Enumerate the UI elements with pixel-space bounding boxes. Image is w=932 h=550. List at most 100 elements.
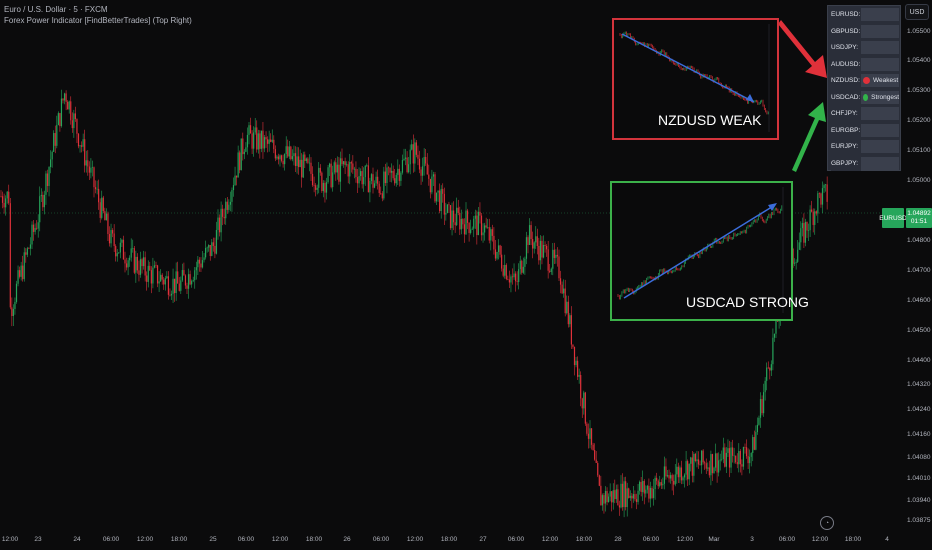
candle-body: [727, 448, 729, 453]
candle-body: [665, 466, 667, 477]
candle-body: [291, 156, 293, 160]
candle-body: [763, 392, 765, 414]
candle-body: [170, 293, 173, 296]
candle-body: [355, 168, 357, 178]
bar-countdown: 01:51: [910, 218, 928, 225]
candle-body: [470, 229, 472, 233]
status-cell: [861, 24, 899, 38]
candle-body: [310, 162, 312, 174]
candle-body: [533, 242, 535, 249]
candle-body: [282, 160, 284, 165]
candle-body: [426, 163, 428, 175]
table-row: GBPUSD:: [830, 23, 900, 39]
candle-body: [488, 227, 490, 241]
candle-body: [442, 188, 444, 194]
candle-body: [215, 229, 218, 254]
pair-label: USDJPY:: [831, 40, 861, 55]
candle-body: [513, 273, 515, 278]
candle-body: [422, 166, 424, 176]
candle-body: [0, 196, 2, 197]
time-tick-label: 27: [479, 536, 487, 543]
candle-body: [239, 152, 241, 171]
candle-body: [559, 278, 562, 285]
candle-body: [324, 182, 326, 193]
candle-body: [418, 158, 421, 170]
candle-body: [56, 124, 58, 146]
candle-body: [758, 417, 760, 425]
candle-body: [456, 207, 458, 226]
candle-body: [660, 482, 662, 486]
candle-body: [744, 447, 746, 448]
candle-body: [649, 487, 652, 499]
time-tick-label: 06:00: [778, 536, 796, 543]
candle-body: [167, 276, 169, 295]
candle-body: [12, 308, 14, 317]
candle-body: [477, 211, 479, 236]
candle-body: [305, 158, 307, 161]
candle-body: [102, 197, 104, 212]
status-text: Weakest: [873, 77, 899, 84]
candle-body: [823, 185, 825, 189]
candle-body: [496, 251, 498, 259]
candle-body: [683, 474, 686, 478]
candle-body: [395, 174, 397, 184]
candle-body: [311, 173, 314, 186]
candle-body: [329, 163, 331, 168]
candle-body: [45, 173, 47, 195]
candle-body: [479, 211, 481, 216]
candle-body: [372, 174, 374, 188]
candle-body: [209, 244, 211, 256]
candle-body: [166, 276, 168, 279]
candle-body: [764, 380, 766, 393]
candle-body: [26, 248, 28, 255]
candle-body: [701, 450, 703, 466]
candle-body: [332, 172, 334, 188]
candle-body: [161, 274, 163, 280]
candle-body: [156, 265, 159, 284]
candle-body: [237, 152, 239, 178]
table-row: EURUSD:: [830, 7, 900, 22]
candle-body: [449, 205, 452, 229]
candle-body: [321, 172, 323, 192]
candle-body: [691, 457, 693, 476]
candle-body: [561, 284, 563, 294]
candle-body: [141, 259, 143, 267]
symbol-tag: EURUSD: [879, 208, 907, 228]
candle-body: [153, 265, 156, 268]
candle-body: [384, 171, 386, 183]
candle-body: [366, 165, 368, 167]
candle-body: [129, 257, 131, 261]
candle-body: [70, 101, 72, 121]
price-tick-label: 1.04010: [907, 475, 931, 482]
time-tick-label: 06:00: [102, 536, 120, 543]
candle-body: [792, 248, 794, 264]
candle-body: [707, 467, 709, 469]
pair-label: NZDUSD:: [831, 73, 861, 88]
candle-body: [169, 294, 171, 296]
tradingview-logo-icon[interactable]: ◔: [820, 516, 834, 530]
candle-body: [446, 204, 448, 213]
candle-body: [570, 315, 572, 345]
candle-body: [40, 194, 42, 197]
currency-button[interactable]: USD: [905, 4, 929, 20]
candle-body: [341, 158, 343, 165]
candle-body: [197, 259, 199, 268]
candle-body: [308, 162, 311, 164]
candle-body: [220, 208, 222, 233]
candle-body: [439, 190, 441, 212]
table-row: USDCAD: Strongest: [830, 89, 900, 105]
candle-body: [307, 158, 309, 163]
time-tick-label: 18:00: [440, 536, 458, 543]
table-row: AUDUSD:: [830, 56, 900, 72]
candle-body: [184, 275, 187, 286]
candle-body: [753, 437, 755, 450]
candle-body: [679, 467, 681, 478]
candle-body: [118, 252, 120, 254]
candle-body: [733, 455, 735, 457]
candle-body: [325, 182, 328, 193]
candle-body: [104, 211, 106, 221]
candle-body: [280, 155, 283, 161]
candle-body: [99, 202, 101, 218]
candle-body: [304, 154, 306, 161]
